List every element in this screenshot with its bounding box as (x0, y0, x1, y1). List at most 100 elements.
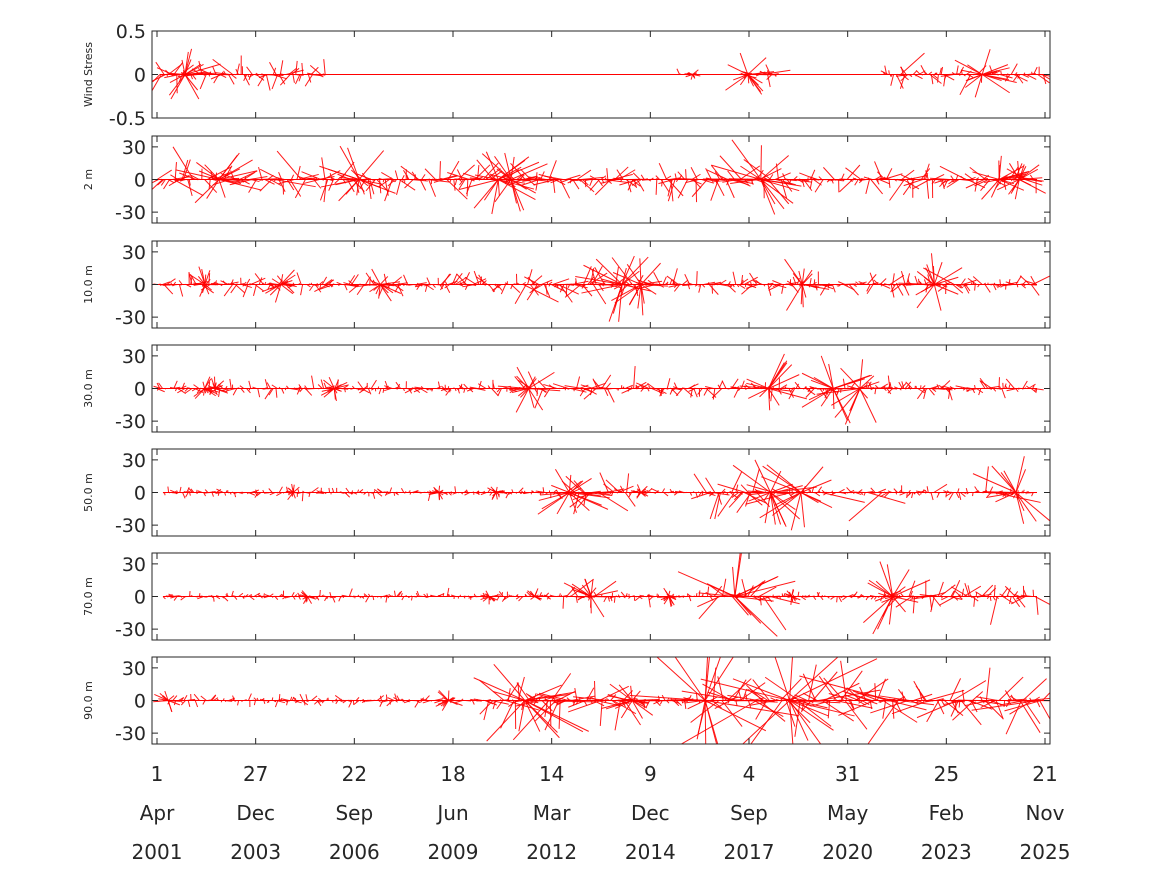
y-tick-label: 30 (122, 658, 146, 680)
x-tick-month-label: Sep (730, 801, 768, 825)
stick-segment-1 (153, 690, 498, 713)
stick-segment-2 (676, 68, 701, 80)
x-tick-day-label: 27 (243, 762, 268, 786)
panel-3: 30 0 -30 10.0 m (82, 240, 1051, 329)
x-tick-month-label: Jun (435, 801, 468, 825)
y-axis-label: 2 m (82, 169, 95, 190)
x-tick-year-label: 2014 (625, 840, 676, 864)
y-tick-label: 0 (134, 691, 146, 713)
panel-2: 30 0 -30 2 m (82, 135, 1051, 224)
stick-segment-2 (537, 469, 637, 515)
x-tick-year-label: 2025 (1020, 840, 1071, 864)
panel-4: 30 0 -30 30.0 m (82, 344, 1051, 433)
panels: 0.5 0 -0.5 Wind Stress 30 0 -30 2 m 30 0 -30 10.0 m… (82, 21, 1051, 745)
x-tick-month-label: Apr (140, 801, 175, 825)
x-tick-month-label: Dec (631, 801, 670, 825)
y-tick-label: 0.5 (116, 21, 146, 43)
y-axis-label: 70.0 m (82, 577, 95, 616)
x-tick-day-label: 4 (743, 762, 756, 786)
stick-segment-3 (621, 353, 1044, 425)
stick-segment-2 (473, 664, 649, 742)
x-tick-month-label: May (827, 801, 869, 825)
x-tick-year-label: 2017 (724, 840, 775, 864)
y-tick-label: -30 (115, 619, 146, 641)
y-tick-label: -30 (115, 411, 146, 433)
y-axis-label: Wind Stress (82, 42, 95, 107)
vector-sticks (153, 253, 1050, 322)
y-tick-label: 0 (134, 275, 146, 297)
stick-segment-1 (153, 266, 526, 303)
x-tick-day-label: 14 (539, 762, 564, 786)
vector-sticks (153, 353, 1044, 425)
y-axis-label: 50.0 m (82, 473, 95, 512)
y-tick-label: -30 (115, 515, 146, 537)
y-tick-label: 0 (134, 587, 146, 609)
y-tick-label: 0 (134, 379, 146, 401)
vector-sticks (152, 48, 1050, 100)
stick-segment-3 (725, 52, 791, 95)
x-tick-day-label: 25 (934, 762, 959, 786)
stick-segment-3 (593, 586, 714, 608)
y-tick-label: 0 (134, 170, 146, 192)
stick-segment-4 (691, 459, 817, 527)
x-tick-month-label: Feb (929, 801, 964, 825)
panel-1: 0.5 0 -0.5 Wind Stress (82, 21, 1051, 130)
y-tick-label: 30 (122, 346, 146, 368)
stick-segment-1 (152, 145, 725, 215)
x-tick-month-label: Mar (533, 801, 572, 825)
vector-sticks (162, 553, 1050, 637)
stick-segment-2 (514, 255, 652, 322)
stick-segment-1 (162, 483, 563, 502)
y-tick-label: -30 (115, 723, 146, 745)
stick-segment-2 (558, 578, 618, 618)
x-tick-month-label: Sep (335, 801, 373, 825)
x-tick-year-label: 2001 (132, 840, 183, 864)
y-tick-label: 30 (122, 242, 146, 264)
y-axis-label: 30.0 m (82, 369, 95, 408)
x-tick-day-label: 9 (644, 762, 657, 786)
stick-segment-5 (773, 588, 887, 605)
date-axis-labels: 1 Apr 2001 27 Dec 2003 22 Sep 2006 18 Jun 2009 14 Mar… (132, 762, 1071, 864)
x-tick-year-label: 2023 (921, 840, 972, 864)
y-tick-label: 30 (122, 554, 146, 576)
stick-segment-2 (497, 366, 623, 413)
x-tick-year-label: 2009 (428, 840, 479, 864)
stick-segment-1 (153, 375, 527, 402)
x-tick-day-label: 22 (342, 762, 367, 786)
y-tick-label: -30 (115, 202, 146, 224)
y-axis-label: 10.0 m (82, 265, 95, 304)
stick-segment-3 (628, 484, 704, 499)
x-tick-year-label: 2020 (822, 840, 873, 864)
x-tick-year-label: 2003 (230, 840, 281, 864)
x-tick-month-label: Dec (236, 801, 275, 825)
vector-sticks (153, 657, 1050, 744)
x-tick-year-label: 2012 (526, 840, 577, 864)
y-tick-label: 0 (134, 65, 146, 87)
stick-segment-6 (863, 561, 1050, 635)
vector-sticks (152, 139, 1046, 215)
x-tick-day-label: 31 (835, 762, 860, 786)
x-tick-day-label: 18 (440, 762, 465, 786)
stick-segment-2 (702, 139, 802, 215)
stick-segment-3 (775, 155, 1046, 201)
stick-segment-4 (880, 49, 1050, 98)
stick-segment-1 (152, 48, 326, 100)
stick-segment-1 (162, 587, 561, 605)
stick-segment-3 (611, 253, 1050, 316)
y-axis-label: 90.0 m (82, 681, 95, 720)
y-tick-label: 0 (134, 483, 146, 505)
y-tick-label: 30 (122, 137, 146, 159)
panel-7: 30 0 -30 90.0 m (82, 656, 1051, 745)
panel-6: 30 0 -30 70.0 m (82, 552, 1051, 641)
y-tick-label: 30 (122, 450, 146, 472)
x-tick-year-label: 2006 (329, 840, 380, 864)
y-tick-label: -30 (115, 307, 146, 329)
stick-segment-5 (745, 456, 1050, 531)
y-tick-label: -0.5 (109, 108, 146, 130)
panel-5: 30 0 -30 50.0 m (82, 448, 1051, 537)
x-tick-day-label: 21 (1032, 762, 1057, 786)
x-tick-month-label: Nov (1025, 801, 1064, 825)
stick-segment-4 (677, 553, 800, 637)
vector-sticks (162, 456, 1050, 531)
